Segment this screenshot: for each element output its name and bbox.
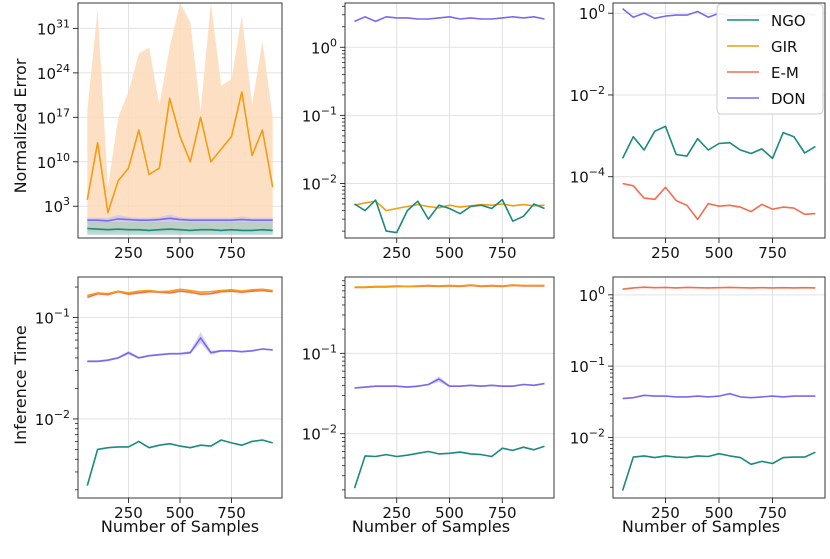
x-tick-label: 750 bbox=[217, 244, 246, 262]
y-tick-label: 1017 bbox=[37, 106, 70, 127]
x-tick-label: 750 bbox=[758, 504, 787, 522]
series-line-gir bbox=[87, 288, 273, 297]
legend-label-gir: GIR bbox=[771, 38, 797, 56]
panel-p02: 250 500 750 10−4 10−2 100 bbox=[570, 2, 826, 262]
y-tick-label: 100 bbox=[311, 36, 337, 57]
series-line-em bbox=[622, 182, 816, 221]
y-tick-label: 100 bbox=[579, 284, 605, 305]
x-tick-label: 750 bbox=[217, 504, 246, 522]
x-tick-label: 500 bbox=[166, 504, 195, 522]
series-line-gir bbox=[86, 91, 274, 214]
series-line-ngo bbox=[87, 227, 273, 232]
x-tick-label: 750 bbox=[488, 244, 517, 262]
panel-p12: 250 500 750 10−2 10−1 100 bbox=[570, 276, 826, 522]
series-line-don bbox=[354, 15, 545, 23]
y-tick-label: 10−2 bbox=[570, 426, 605, 447]
x-tick-label: 500 bbox=[435, 244, 464, 262]
series-line-ngo bbox=[353, 445, 545, 489]
series-line-gir bbox=[354, 284, 545, 288]
legend: NGO GIR E-M DON bbox=[716, 3, 824, 115]
band-ngo bbox=[87, 222, 273, 235]
y-tick-label: 10−2 bbox=[35, 408, 70, 429]
legend-label-don: DON bbox=[771, 90, 806, 108]
y-axis-label-bottom: Inference Time bbox=[11, 325, 30, 444]
x-tick-label: 250 bbox=[114, 504, 143, 522]
y-tick-label: 10−4 bbox=[570, 166, 605, 187]
panel-p00: 250 500 750 103 1010 1017 1024 1031 bbox=[37, 2, 283, 262]
x-tick-label: 250 bbox=[382, 244, 411, 262]
x-tick-label: 250 bbox=[651, 504, 680, 522]
series-line-don bbox=[87, 337, 273, 363]
y-tick-label: 1031 bbox=[37, 17, 70, 38]
series-line-don bbox=[87, 217, 273, 222]
y-axis-label-top: Normalized Error bbox=[11, 58, 30, 193]
x-axis-label-middle: Number of Samples bbox=[352, 517, 510, 536]
x-tick-label: 500 bbox=[705, 244, 734, 262]
y-tick-label: 10−1 bbox=[302, 342, 337, 363]
series-line-ngo bbox=[621, 451, 816, 491]
band-gir bbox=[87, 3, 273, 232]
legend-box bbox=[716, 3, 824, 115]
panels: 250 500 750 103 1010 1017 1024 1031 250 500 750 10−… bbox=[35, 2, 826, 522]
x-axis-label-right: Number of Samples bbox=[622, 517, 780, 536]
series-line-gir bbox=[354, 200, 545, 212]
x-tick-label: 250 bbox=[651, 244, 680, 262]
x-tick-label: 500 bbox=[166, 244, 195, 262]
series-line-em bbox=[622, 286, 816, 290]
y-tick-label: 10−2 bbox=[570, 84, 605, 105]
y-tick-label: 10−1 bbox=[35, 307, 70, 328]
series-line-don bbox=[622, 392, 816, 400]
panel-p01: 250 500 750 10−2 10−1 100 bbox=[302, 2, 555, 262]
y-tick-label: 1010 bbox=[37, 151, 70, 172]
series-group-p10 bbox=[86, 288, 273, 486]
x-tick-label: 500 bbox=[705, 504, 734, 522]
panel-p10: 250 500 750 10−2 10−1 bbox=[35, 276, 283, 522]
y-tick-label: 103 bbox=[44, 195, 70, 216]
series-line-don bbox=[354, 378, 545, 389]
y-tick-label: 10−2 bbox=[302, 173, 337, 194]
legend-label-em: E-M bbox=[771, 64, 799, 82]
x-tick-label: 500 bbox=[435, 504, 464, 522]
series-group-p01 bbox=[354, 15, 545, 234]
x-tick-label: 750 bbox=[488, 504, 517, 522]
series-group-p11 bbox=[353, 284, 545, 489]
panel-p11: 250 500 750 10−2 10−1 bbox=[302, 276, 555, 522]
series-group-p00 bbox=[86, 3, 274, 235]
series-line-ngo bbox=[621, 125, 816, 160]
legend-label-ngo: NGO bbox=[771, 12, 806, 30]
x-tick-label: 250 bbox=[114, 244, 143, 262]
y-tick-label: 1024 bbox=[37, 62, 70, 83]
series-group-p12 bbox=[621, 286, 816, 491]
x-axis-label-left: Number of Samples bbox=[101, 517, 259, 536]
x-tick-label: 750 bbox=[758, 244, 787, 262]
y-tick-label: 10−2 bbox=[302, 423, 337, 444]
y-tick-label: 10−1 bbox=[570, 355, 605, 376]
y-tick-label: 100 bbox=[579, 2, 605, 23]
y-tick-label: 10−1 bbox=[302, 104, 337, 125]
x-tick-label: 250 bbox=[382, 504, 411, 522]
series-line-ngo bbox=[86, 439, 273, 486]
series-line-ngo bbox=[354, 198, 545, 234]
